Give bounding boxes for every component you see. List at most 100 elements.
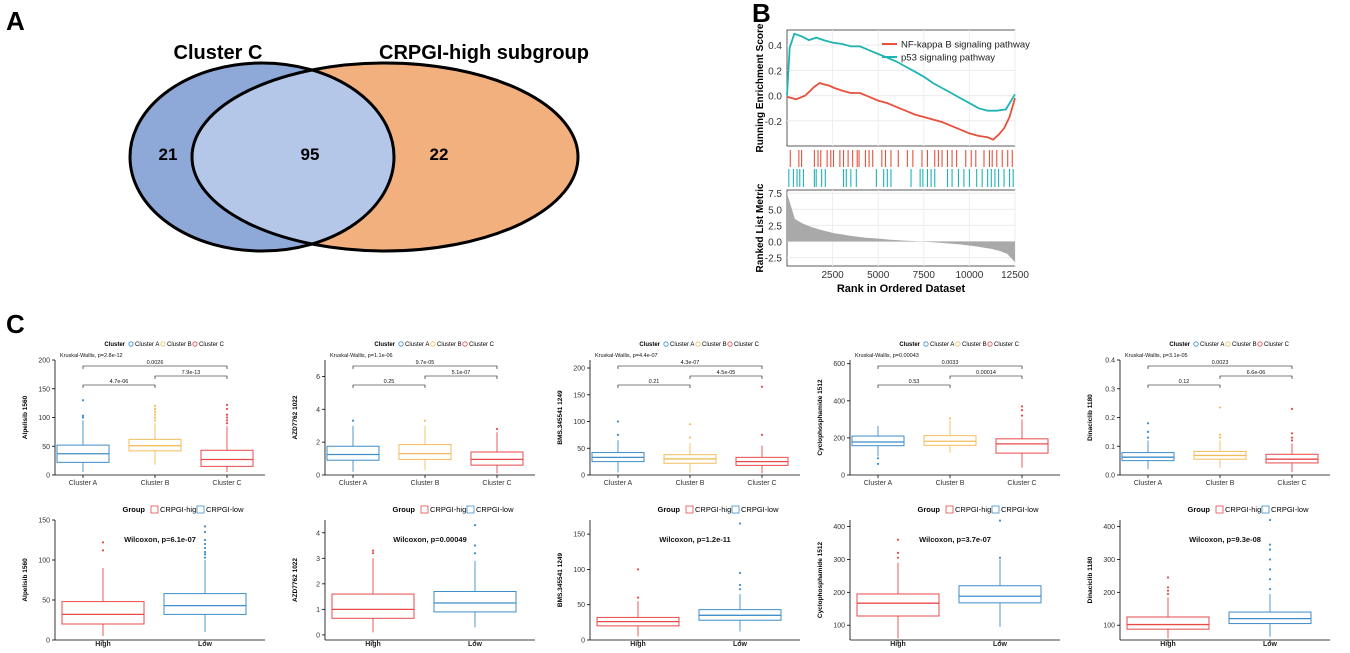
boxplot-x-tick-label: Cluster A [69,480,98,487]
cluster-legend-swatch [727,341,733,347]
outlier-point [1290,436,1294,439]
outlier-point [616,433,620,436]
group-legend-label: CRPGI-high [695,505,735,514]
significance-p-value: 4.7e-06 [110,379,129,385]
outlier-point [1268,543,1272,546]
group-legend-label: CRPGI-low [1001,505,1039,514]
outlier-point [225,403,229,406]
group-box [958,519,1042,627]
outlier-point [473,544,477,547]
boxplot-y-tick-label: 0.0 [1105,473,1115,480]
outlier-point [636,568,640,571]
cluster-legend-label: Cluster B [1232,342,1257,348]
cluster-legend-label: Cluster A [405,342,429,348]
drug-ylabel-bottom: AZD7762 1022 [292,558,299,602]
group-legend-swatch [420,505,429,514]
boxplot-y-tick-label: 1 [316,607,320,614]
cluster-box [128,404,182,465]
significance-bracket [154,375,228,379]
group-box [596,568,680,637]
group-legend-title: Group [658,505,681,514]
significance-bracket [82,365,228,369]
gsea-xtick: 7500 [913,270,936,281]
boxplot-x-tick-label: Low [993,641,1008,648]
box-iqr [923,435,977,446]
outlier-point [998,556,1002,559]
drug-column: Cluster Cluster A Cluster B Cluster C 200 150… [22,341,265,648]
group-legend-label: CRPGI-low [741,505,779,514]
boxplot-y-tick-label: 100 [1103,623,1115,630]
outlier-point [203,550,207,554]
drug-column: Cluster Cluster A Cluster B Cluster C 600 400… [817,341,1060,648]
group-legend-title: Group [1188,505,1211,514]
group-legend-swatch [945,505,954,514]
outlier-point [371,549,375,552]
group-box [163,525,247,632]
boxplot-x-tick-label: Cluster C [1277,480,1306,487]
outlier-point [203,530,207,534]
drug-ylabel-top: BMS.345541 1249 [557,390,564,445]
outlier-point [1268,518,1272,522]
cluster-legend-label: Cluster B [167,342,192,348]
boxplot-x-tick-label: High [890,641,906,648]
boxplot-y-tick-label: 4 [316,530,320,537]
gsea-metric-ytick: 0.0 [768,238,782,249]
significance-bracket [1147,365,1293,369]
boxplot-x-tick-label: Cluster C [212,480,241,487]
outlier-point [153,413,157,416]
boxplot-y-tick-label: 2 [316,440,320,447]
wilcoxon-label: Wilcoxon, p=9.3e-08 [1189,535,1261,544]
outlier-point [1146,422,1150,425]
outlier-point [495,427,499,431]
venn-outline-left [128,61,396,253]
group-legend-swatch [150,505,159,514]
box-iqr [433,590,517,613]
boxplot-y-tick-label: 200 [38,358,50,365]
gsea-metric-ytick: 2.5 [768,221,782,232]
group-legend-label: CRPGI-high [430,505,470,514]
box-iqr [470,451,524,466]
cluster-legend-swatch [398,341,404,347]
boxplot-y-tick-label: 400 [833,398,845,405]
cluster-box [1265,407,1319,473]
cluster-box [663,423,717,473]
boxplot-y-tick-label: 2 [316,581,320,588]
significance-p-value: 0.25 [384,379,395,385]
cluster-legend-label: Cluster A [1200,342,1224,348]
boxplot-x-tick-label: Low [468,641,483,648]
gsea-metric-ylabel: Ranked List Metric [755,183,766,272]
significance-p-value: 0.0023 [1212,360,1229,366]
outlier-point [101,541,105,544]
boxplot-x-tick-label: Cluster B [676,480,705,487]
significance-bracket [949,375,1023,379]
outlier-point [423,419,427,422]
cluster-legend-title: Cluster [899,342,920,348]
group-box [331,549,415,633]
outlier-point [473,552,477,555]
outlier-point [1268,558,1272,561]
cluster-legend-title: Cluster [639,342,660,348]
cluster-legend-label: Cluster A [670,342,694,348]
box-iqr [958,585,1042,604]
significance-p-value: 0.12 [1179,379,1190,385]
significance-p-value: 0.21 [649,379,660,385]
boxplot-y-tick-label: 300 [1103,557,1115,564]
outlier-point [225,419,229,422]
boxplot-y-tick-label: 0 [316,473,320,480]
drug-ylabel-bottom: BMS.345541 1249 [557,553,564,608]
drug-ylabel-top: Dinaciclib 1180 [1087,394,1094,441]
outlier-point [371,552,375,555]
outlier-point [1146,436,1150,439]
boxplot-y-tick-label: 0.3 [1105,386,1115,393]
box-iqr [331,593,415,619]
venn-count-intersection: 95 [301,145,320,164]
gsea-metric-ytick: 7.5 [768,189,782,200]
outlier-point [948,417,952,420]
venn-count-left: 21 [159,145,178,164]
outlier-point [153,404,157,408]
cluster-legend-swatch [663,341,669,347]
venn-label-left: Cluster C [174,42,263,64]
group-legend-swatch [196,505,205,514]
significance-bracket [617,384,691,388]
